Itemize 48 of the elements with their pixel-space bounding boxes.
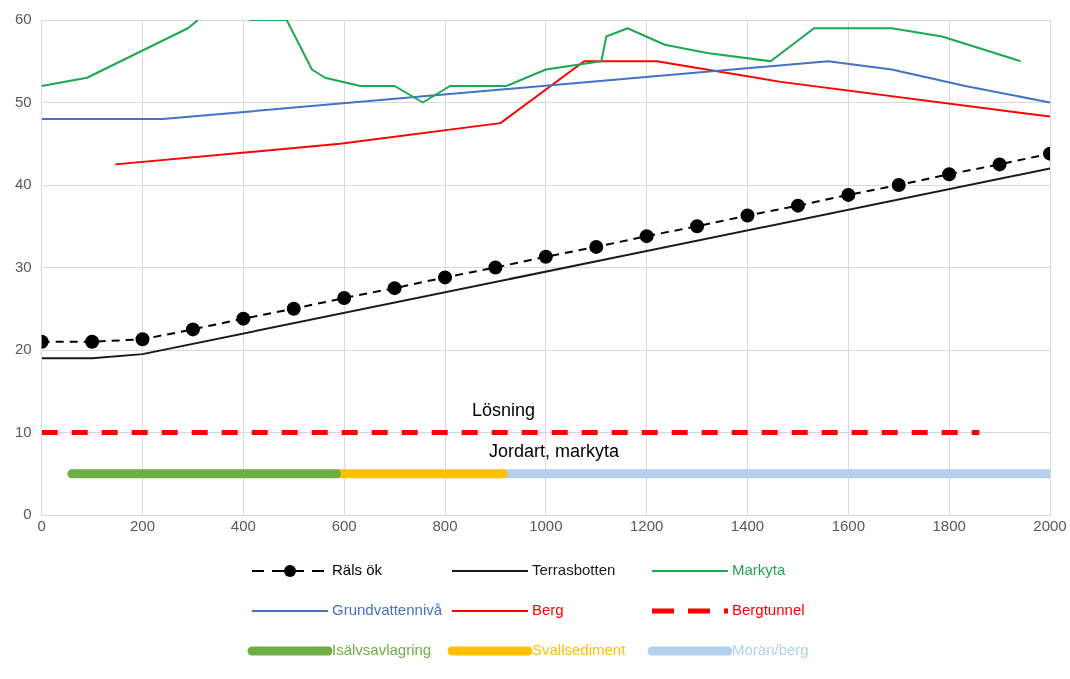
- x-tick-label: 1200: [629, 517, 664, 535]
- x-tick-label: 1800: [932, 517, 966, 535]
- point: [589, 239, 604, 254]
- x-tick-label: 0: [37, 517, 46, 535]
- x-tick-label: 600: [331, 517, 357, 535]
- point: [438, 270, 453, 285]
- x-tick-label: 400: [230, 517, 256, 535]
- x-tick-label: 2000: [1033, 517, 1067, 535]
- text: Morän/berg: [732, 641, 809, 659]
- point: [639, 229, 654, 244]
- point: [992, 157, 1007, 172]
- x-tick-label: 200: [130, 517, 156, 535]
- point: [337, 291, 352, 306]
- point: [790, 198, 805, 213]
- point: [538, 249, 553, 264]
- point: [690, 219, 705, 234]
- y-tick-label: 20: [15, 340, 32, 358]
- x-tick-label: 1400: [730, 517, 765, 535]
- x-tick-label: 1600: [831, 517, 866, 535]
- point: [740, 208, 755, 223]
- legend-label: Räls ök: [332, 561, 383, 579]
- point: [236, 311, 251, 326]
- point: [85, 334, 100, 349]
- annotation: Jordart, markyta: [488, 440, 620, 461]
- y-tick-label: 50: [15, 92, 32, 110]
- text: Isälvsavlagring: [332, 641, 432, 659]
- text: Svallsediment: [532, 641, 627, 659]
- y-tick-label: 30: [15, 257, 32, 275]
- text: Bergtunnel: [732, 601, 805, 619]
- text: Berg: [532, 601, 564, 619]
- point: [135, 332, 150, 347]
- text: Grundvattennivå: [332, 601, 443, 619]
- annotation: Lösning: [471, 399, 536, 420]
- y-tick-label: 0: [23, 505, 32, 523]
- point: [185, 322, 200, 337]
- y-tick-label: 60: [15, 10, 32, 28]
- x-tick-label: 800: [432, 517, 458, 535]
- point: [891, 178, 906, 192]
- y-tick-label: 40: [15, 175, 32, 193]
- point: [286, 301, 301, 316]
- point: [942, 167, 957, 182]
- text: Markyta: [732, 561, 786, 579]
- text: Terrasbotten: [532, 561, 616, 579]
- x-tick-label: 1000: [529, 517, 563, 535]
- point: [488, 260, 503, 275]
- y-tick-label: 10: [15, 422, 32, 440]
- point: [387, 281, 402, 296]
- point: [841, 187, 856, 202]
